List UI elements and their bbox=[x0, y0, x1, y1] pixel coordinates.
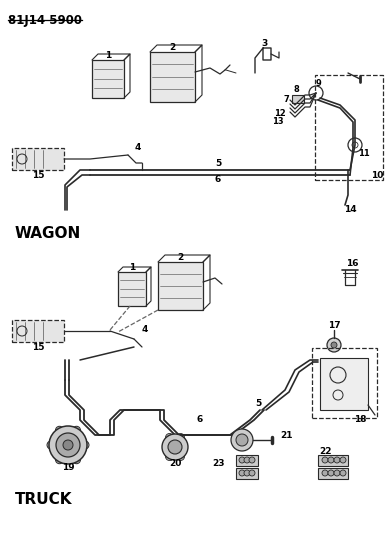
Circle shape bbox=[73, 456, 80, 464]
Text: 5: 5 bbox=[255, 399, 261, 408]
Circle shape bbox=[55, 456, 64, 464]
Text: 22: 22 bbox=[319, 448, 331, 456]
Circle shape bbox=[55, 426, 64, 434]
Bar bbox=[315, 75, 383, 180]
Circle shape bbox=[47, 441, 55, 449]
Bar bbox=[92, 60, 124, 98]
Circle shape bbox=[322, 457, 328, 463]
Bar bbox=[318, 468, 348, 479]
Text: 23: 23 bbox=[213, 458, 225, 467]
Bar bbox=[236, 455, 258, 466]
Circle shape bbox=[334, 470, 340, 476]
Bar bbox=[320, 358, 368, 410]
Text: 14: 14 bbox=[344, 206, 356, 214]
Circle shape bbox=[165, 453, 174, 461]
Text: 4: 4 bbox=[142, 326, 148, 335]
Text: 7: 7 bbox=[283, 95, 289, 104]
Text: 5: 5 bbox=[215, 159, 221, 168]
Circle shape bbox=[244, 457, 250, 463]
Circle shape bbox=[236, 434, 248, 446]
Text: 6: 6 bbox=[215, 175, 221, 184]
Text: 12: 12 bbox=[274, 109, 286, 117]
Bar bbox=[118, 272, 146, 306]
Circle shape bbox=[322, 470, 328, 476]
Circle shape bbox=[162, 434, 188, 460]
Text: 4: 4 bbox=[135, 143, 141, 152]
Text: 8: 8 bbox=[293, 85, 299, 94]
Bar bbox=[318, 455, 348, 466]
Text: 16: 16 bbox=[346, 259, 358, 268]
Circle shape bbox=[239, 470, 245, 476]
Text: 18: 18 bbox=[354, 416, 366, 424]
Text: 81J14 5900: 81J14 5900 bbox=[8, 14, 82, 27]
Circle shape bbox=[177, 433, 184, 441]
Circle shape bbox=[340, 457, 346, 463]
Text: 15: 15 bbox=[32, 171, 44, 180]
Circle shape bbox=[165, 433, 174, 441]
Circle shape bbox=[231, 429, 253, 451]
Circle shape bbox=[334, 457, 340, 463]
Circle shape bbox=[328, 470, 334, 476]
Bar bbox=[150, 52, 195, 102]
Text: 6: 6 bbox=[197, 416, 203, 424]
Circle shape bbox=[56, 433, 80, 457]
Circle shape bbox=[327, 338, 341, 352]
Text: 15: 15 bbox=[32, 343, 44, 351]
Circle shape bbox=[168, 440, 182, 454]
Circle shape bbox=[249, 457, 255, 463]
Text: 13: 13 bbox=[272, 117, 284, 126]
Circle shape bbox=[49, 426, 87, 464]
Text: 3: 3 bbox=[262, 38, 268, 47]
Text: 1: 1 bbox=[129, 263, 135, 272]
Text: 11: 11 bbox=[358, 149, 370, 157]
Bar bbox=[158, 262, 203, 310]
Circle shape bbox=[249, 470, 255, 476]
Circle shape bbox=[239, 457, 245, 463]
Circle shape bbox=[244, 470, 250, 476]
Bar bbox=[12, 148, 64, 170]
Bar bbox=[292, 95, 304, 103]
Circle shape bbox=[328, 457, 334, 463]
Text: 9: 9 bbox=[316, 79, 322, 88]
Text: 10: 10 bbox=[370, 171, 383, 180]
Text: TRUCK: TRUCK bbox=[15, 492, 73, 507]
Text: 2: 2 bbox=[169, 43, 175, 52]
Bar bbox=[312, 348, 377, 418]
Text: 17: 17 bbox=[328, 320, 340, 329]
Bar bbox=[12, 320, 64, 342]
Circle shape bbox=[73, 426, 80, 434]
Text: WAGON: WAGON bbox=[15, 225, 81, 240]
Circle shape bbox=[63, 440, 73, 450]
Circle shape bbox=[331, 342, 337, 348]
Bar bbox=[236, 468, 258, 479]
Text: 1: 1 bbox=[105, 52, 111, 61]
Text: 21: 21 bbox=[280, 431, 292, 440]
Circle shape bbox=[177, 453, 184, 461]
Text: 2: 2 bbox=[177, 253, 183, 262]
Text: 19: 19 bbox=[62, 463, 74, 472]
Text: 20: 20 bbox=[169, 458, 181, 467]
Circle shape bbox=[340, 470, 346, 476]
Circle shape bbox=[81, 441, 89, 449]
